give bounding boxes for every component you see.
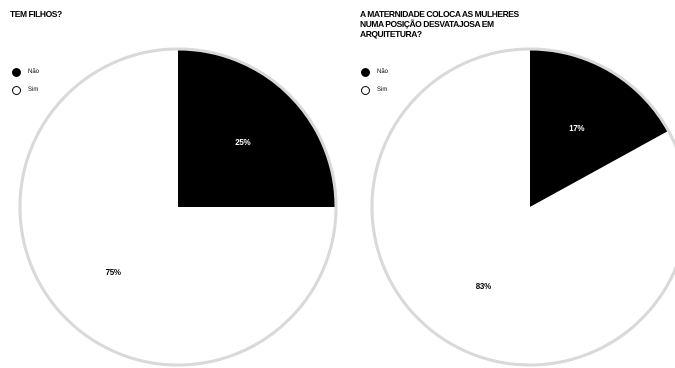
- legend-item-sim: Sim: [361, 81, 388, 99]
- chart-legend: Não Sim: [12, 63, 39, 99]
- pie-border: [18, 47, 338, 367]
- pie-chart-maternity: 17% 83%: [370, 47, 675, 367]
- pie-slice-nao: [178, 49, 336, 207]
- legend-label-sim: Sim: [28, 87, 39, 93]
- legend-item-nao: Não: [361, 63, 388, 81]
- chart-legend: Não Sim: [361, 63, 388, 99]
- legend-item-sim: Sim: [12, 81, 39, 99]
- pie-slice-label: 83%: [476, 282, 491, 291]
- chart-panel-maternity: A MATERNIDADE COLOCA AS MULHERES NUMA PO…: [340, 0, 675, 368]
- pie-slice-label: 17%: [569, 124, 584, 133]
- pie-slice-label: 25%: [235, 138, 250, 147]
- legend-swatch-sim: [12, 85, 21, 95]
- legend-swatch-sim: [361, 85, 370, 95]
- legend-item-nao: Não: [12, 63, 39, 81]
- legend-label-sim: Sim: [377, 87, 388, 93]
- legend-swatch-nao: [361, 67, 370, 77]
- pie-slice-label: 75%: [106, 268, 121, 277]
- pie-border: [370, 47, 675, 367]
- pie-slice-sim: [20, 49, 336, 365]
- chart-panel-children: TEM FILHOS? Não Sim 25% 75%: [10, 9, 338, 367]
- chart-title: TEM FILHOS?: [10, 9, 62, 19]
- pie-chart-children: 25% 75%: [18, 47, 338, 367]
- legend-label-nao: Não: [377, 69, 389, 75]
- pie-slice-sim: [372, 49, 675, 365]
- legend-label-nao: Não: [28, 69, 40, 75]
- legend-swatch-nao: [12, 67, 21, 77]
- chart-title: A MATERNIDADE COLOCA AS MULHERES NUMA PO…: [360, 9, 519, 39]
